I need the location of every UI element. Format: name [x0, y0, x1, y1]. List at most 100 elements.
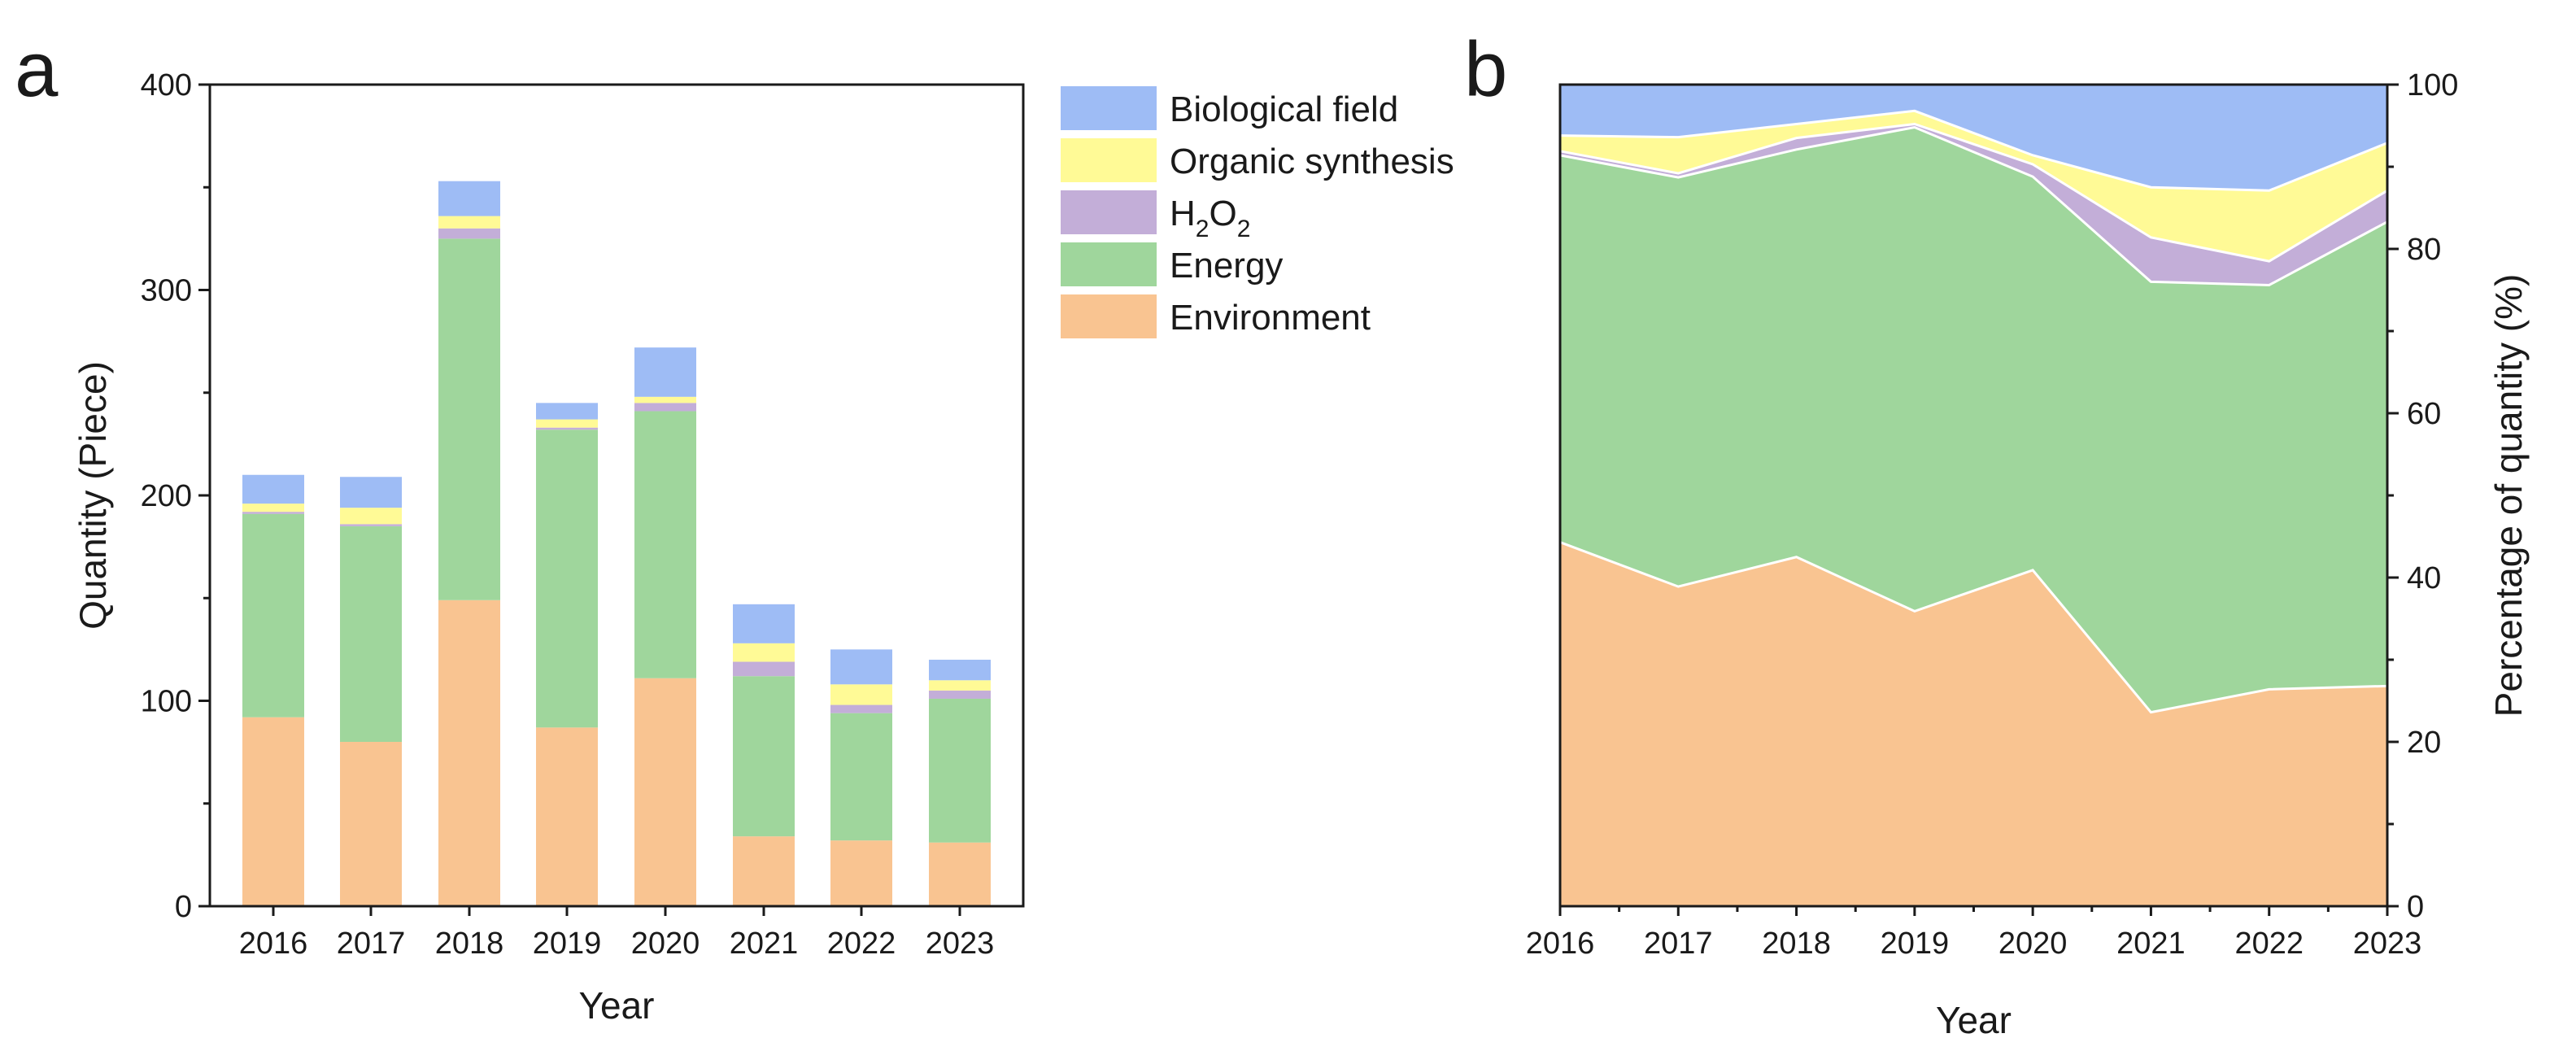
legend-h2o2-sub1: 2	[1196, 216, 1210, 242]
bar-energy-2022	[830, 713, 892, 841]
panel-label-a: a	[15, 26, 59, 113]
x-axis-title: Year	[579, 984, 655, 1027]
area-boundary-energy	[1559, 125, 2388, 286]
y-tick-label: 0	[175, 890, 192, 924]
bar-biological-field-2018	[438, 181, 500, 216]
x-tick-label: 2021	[730, 927, 799, 961]
legend-swatch-environment	[1061, 294, 1157, 338]
bar-organic-synthesis-2017	[340, 508, 402, 525]
bar-h2o2-2018	[438, 228, 500, 239]
legend-h2o2-o: O	[1209, 194, 1236, 233]
bar-environment-2021	[733, 836, 795, 906]
legend-label-biological-field: Biological field	[1170, 89, 1398, 129]
area-environment	[1560, 542, 2387, 906]
chart-b-areas	[1559, 85, 2388, 906]
y-tick-label: 80	[2407, 233, 2441, 267]
legend-label-h2o2-data: H2O2	[1170, 225, 1172, 226]
y-axis-title: Percentage of quantity (%)	[2487, 274, 2530, 717]
bar-energy-2018	[438, 238, 500, 600]
bar-energy-2021	[733, 676, 795, 837]
x-tick-label: 2019	[1881, 927, 1950, 961]
bar-biological-field-2022	[830, 649, 892, 685]
x-tick-label: 2018	[435, 927, 504, 961]
bar-energy-2017	[340, 525, 402, 742]
y-tick-label: 200	[141, 479, 192, 513]
chart-a-axes: 0 100 200 300 400 2016 2017 2018 2019 2020 2021 202…	[72, 68, 1025, 1027]
legend-swatch-biological-field	[1061, 86, 1157, 130]
x-tick-label: 2016	[239, 927, 308, 961]
bar-h2o2-2022	[830, 704, 892, 713]
x-tick-label: 2020	[631, 927, 700, 961]
x-tick-label: 2019	[533, 927, 602, 961]
area-boundary-organic-synthesis	[1559, 109, 2388, 192]
bar-organic-synthesis-2023	[929, 680, 991, 691]
bar-environment-2016	[242, 717, 304, 906]
chart-b-area: 0 20 40 60 80 100 2016 2017 2018 2019 2020 2021 2022…	[1526, 68, 2530, 1041]
bar-h2o2-2016	[242, 512, 304, 514]
legend-swatch-energy	[1061, 242, 1157, 286]
legend-h2o2-h: H	[1170, 194, 1196, 233]
x-tick-label: 2016	[1526, 927, 1595, 961]
bar-organic-synthesis-2022	[830, 684, 892, 705]
bar-biological-field-2020	[634, 347, 696, 397]
bar-h2o2-2019	[536, 427, 598, 430]
bar-organic-synthesis-2019	[536, 419, 598, 428]
x-tick-label: 2022	[2234, 927, 2304, 961]
legend-label-environment: Environment	[1170, 298, 1371, 338]
bar-biological-field-2023	[929, 660, 991, 681]
area-h2o2	[1560, 124, 2387, 286]
bar-biological-field-2016	[242, 474, 304, 504]
x-tick-label: 2017	[337, 927, 406, 961]
bar-environment-2018	[438, 600, 500, 906]
bar-environment-2019	[536, 727, 598, 906]
bar-h2o2-2020	[634, 403, 696, 412]
legend-label-h2o2: H2O2	[1170, 194, 1250, 242]
area-boundary-environment	[1559, 541, 2388, 714]
chart-a-frame	[208, 83, 1025, 908]
x-tick-label: 2023	[926, 927, 995, 961]
x-tick-label: 2018	[1762, 927, 1831, 961]
area-boundary-h2o2	[1559, 122, 2388, 263]
area-energy	[1560, 127, 2387, 713]
chart-a-bars	[242, 181, 991, 906]
x-axis-title: Year	[1936, 999, 2012, 1041]
bar-organic-synthesis-2020	[634, 396, 696, 403]
legend-label-energy: Energy	[1170, 246, 1283, 286]
x-tick-label: 2023	[2353, 927, 2422, 961]
y-tick-label: 100	[2407, 68, 2458, 102]
chart-a-bar: 0 100 200 300 400 2016 2017 2018 2019 2020 2021 202…	[72, 68, 1454, 1027]
legend-swatch-h2o2	[1061, 190, 1157, 234]
legend-label-organic-synthesis: Organic synthesis	[1170, 142, 1454, 181]
bar-energy-2019	[536, 430, 598, 728]
bar-biological-field-2017	[340, 477, 402, 508]
legend-swatch-organic-synthesis	[1061, 138, 1157, 182]
bar-h2o2-2021	[733, 661, 795, 677]
area-organic-synthesis	[1560, 111, 2387, 262]
y-tick-label: 100	[141, 685, 192, 719]
y-tick-label: 60	[2407, 397, 2441, 431]
bar-h2o2-2017	[340, 524, 402, 526]
y-tick-label: 20	[2407, 726, 2441, 760]
y-tick-label: 40	[2407, 561, 2441, 595]
x-tick-label: 2017	[1644, 927, 1713, 961]
bar-environment-2022	[830, 840, 892, 906]
y-axis-title: Quantity (Piece)	[72, 361, 114, 630]
legend-h2o2-sub2: 2	[1237, 216, 1251, 242]
bar-biological-field-2019	[536, 403, 598, 420]
bar-energy-2016	[242, 513, 304, 717]
bar-biological-field-2021	[733, 604, 795, 643]
x-tick-label: 2020	[1998, 927, 2068, 961]
bar-organic-synthesis-2021	[733, 643, 795, 662]
y-tick-label: 300	[141, 274, 192, 308]
x-tick-label: 2022	[827, 927, 896, 961]
bar-energy-2023	[929, 698, 991, 843]
bar-environment-2020	[634, 678, 696, 906]
bar-environment-2017	[340, 742, 402, 906]
y-tick-label: 400	[141, 68, 192, 102]
bar-h2o2-2023	[929, 690, 991, 699]
bar-environment-2023	[929, 842, 991, 906]
bar-energy-2020	[634, 411, 696, 678]
area-biological-field	[1560, 85, 2387, 191]
